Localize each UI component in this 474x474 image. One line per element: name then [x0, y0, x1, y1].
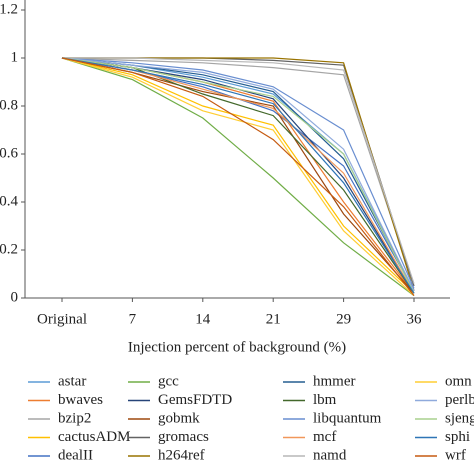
legend-label: mcf: [313, 429, 336, 445]
y-tick-label: 1.2: [0, 1, 18, 17]
series-line: [61, 57, 415, 294]
x-axis-label: Injection percent of background (%): [128, 339, 346, 355]
legend-label: astar: [58, 373, 86, 389]
legend-label: gromacs: [158, 429, 209, 445]
series-line: [61, 57, 415, 294]
legend-label: bzip2: [58, 410, 91, 426]
y-tick-label: 0: [11, 289, 19, 305]
series-line: [61, 57, 415, 297]
legend-label: lbm: [313, 392, 337, 408]
series-line: [61, 57, 415, 294]
series-line: [61, 57, 415, 297]
x-tick-label: 29: [336, 311, 351, 327]
x-tick-label: 7: [129, 311, 137, 327]
legend-label: GemsFDTD: [158, 392, 232, 408]
legend-label: cactusADM: [58, 429, 130, 445]
series-line: [61, 57, 415, 287]
series-line: [61, 57, 415, 296]
legend-label: libquantum: [313, 410, 382, 426]
series-line: [61, 57, 415, 289]
series-line: [62, 57, 415, 284]
x-tick-label: 14: [195, 311, 211, 327]
series-line: [61, 57, 415, 294]
x-tick-label: 21: [266, 311, 281, 327]
legend-label: dealII: [58, 447, 93, 463]
legend-label: gcc: [158, 373, 179, 389]
series-line: [61, 57, 415, 294]
series-line: [61, 57, 415, 294]
y-tick-label: 0.2: [0, 241, 18, 257]
x-tick-label: Original: [37, 311, 87, 327]
legend-label: wrf: [445, 447, 466, 463]
series-line: [61, 57, 415, 294]
legend-label: sphi: [445, 429, 470, 445]
series-line: [61, 57, 415, 294]
legend-label: perlb: [445, 392, 474, 408]
legend-label: hmmer: [313, 373, 356, 389]
x-tick-label: 36: [407, 311, 423, 327]
y-tick-label: 0.6: [0, 145, 19, 161]
y-tick-label: 1: [11, 49, 19, 65]
legend-label: namd: [313, 447, 347, 463]
legend-label: h264ref: [158, 447, 205, 463]
legend-label: bwaves: [58, 392, 103, 408]
y-tick-label: 0.8: [0, 97, 18, 113]
legend-label: gobmk: [158, 410, 200, 426]
y-tick-label: 0.4: [0, 193, 19, 209]
legend-label: sjeng: [445, 410, 474, 426]
series-line: [61, 57, 415, 292]
legend-label: omn: [445, 373, 472, 389]
